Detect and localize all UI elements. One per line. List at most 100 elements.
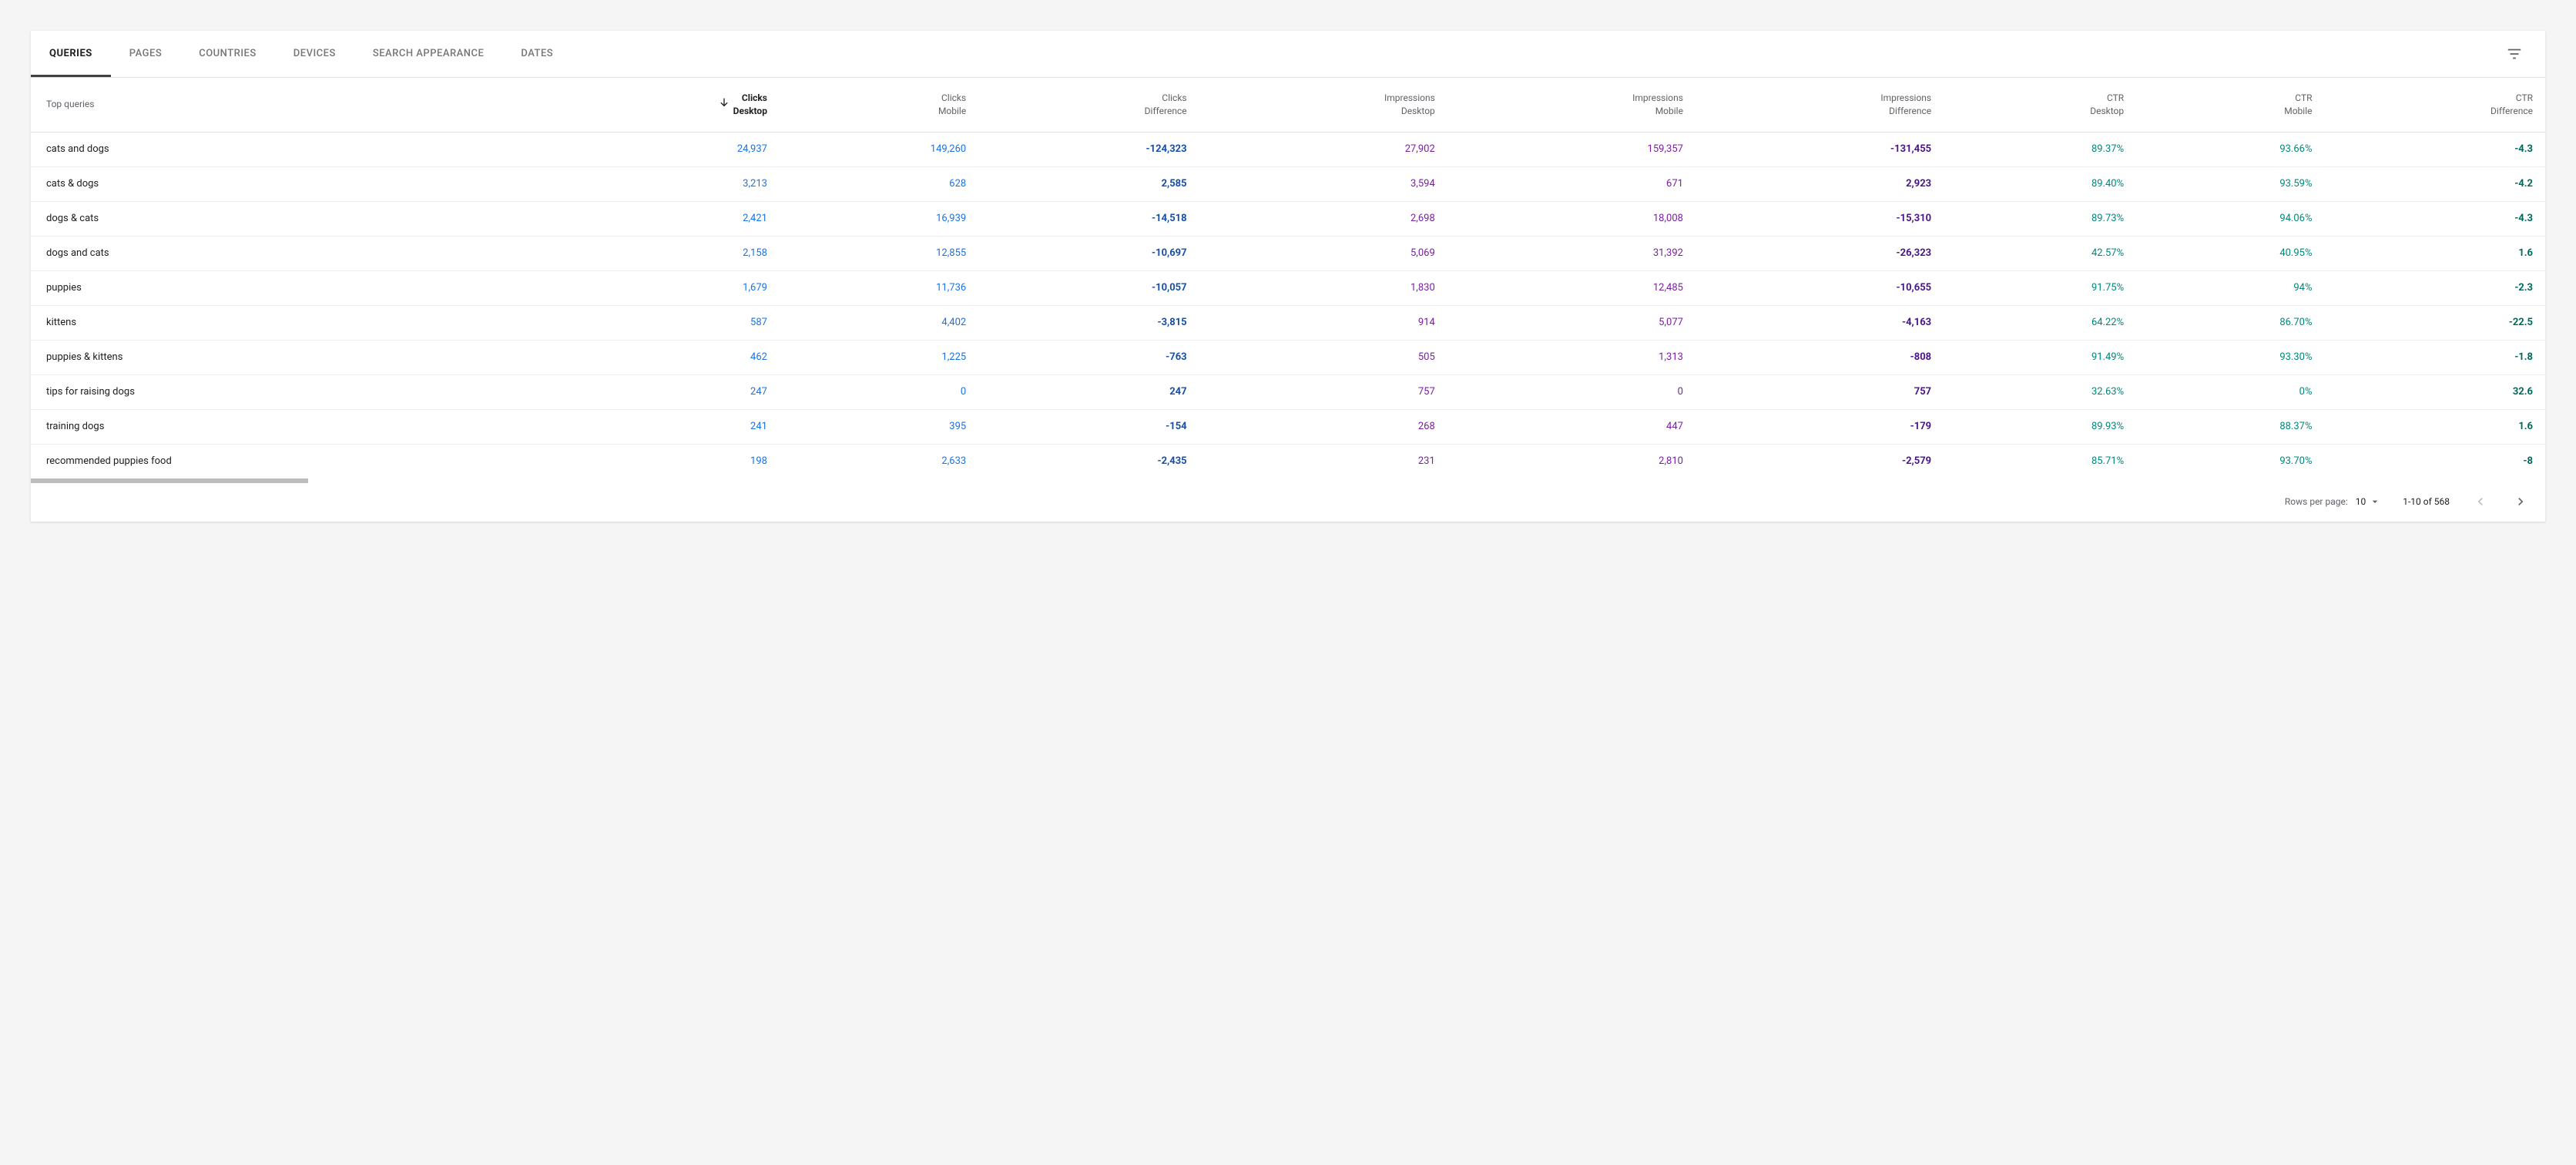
metric-cell: -4.3 bbox=[2325, 201, 2546, 236]
column-header-impressions-difference[interactable]: ImpressionsDifference bbox=[1696, 78, 1944, 132]
metric-cell: 2,923 bbox=[1696, 166, 1944, 201]
table-row[interactable]: training dogs241395-154268447-17989.93%8… bbox=[31, 409, 2545, 444]
prev-page-button[interactable] bbox=[2471, 492, 2490, 511]
tab-queries[interactable]: QUERIES bbox=[31, 31, 111, 77]
table-row[interactable]: dogs & cats2,42116,939-14,5182,69818,008… bbox=[31, 201, 2545, 236]
metric-cell: 40.95% bbox=[2136, 236, 2324, 270]
column-header-ctr-desktop[interactable]: CTRDesktop bbox=[1944, 78, 2136, 132]
filter-button[interactable] bbox=[2499, 39, 2530, 69]
rows-per-page-select[interactable]: 10 bbox=[2356, 495, 2382, 508]
metric-cell: 2,810 bbox=[1447, 444, 1696, 478]
query-cell[interactable]: cats & dogs bbox=[31, 166, 535, 201]
metric-cell: 1.6 bbox=[2325, 236, 2546, 270]
metric-cell: 93.59% bbox=[2136, 166, 2324, 201]
column-header-impressions-mobile[interactable]: ImpressionsMobile bbox=[1447, 78, 1696, 132]
tab-pages[interactable]: PAGES bbox=[111, 31, 180, 77]
metric-cell: 2,421 bbox=[535, 201, 780, 236]
table-row[interactable]: cats & dogs3,2136282,5853,5946712,92389.… bbox=[31, 166, 2545, 201]
pagination-nav bbox=[2471, 492, 2530, 511]
metric-cell: -4.3 bbox=[2325, 132, 2546, 166]
metric-cell: 12,855 bbox=[780, 236, 978, 270]
metric-cell: -4.2 bbox=[2325, 166, 2546, 201]
metric-cell: 31,392 bbox=[1447, 236, 1696, 270]
pagination-range: 1-10 of 568 bbox=[2403, 496, 2450, 507]
column-header-clicks-desktop[interactable]: ClicksDesktop bbox=[535, 78, 780, 132]
query-cell[interactable]: dogs and cats bbox=[31, 236, 535, 270]
metric-cell: 1,313 bbox=[1447, 340, 1696, 374]
query-cell[interactable]: puppies bbox=[31, 270, 535, 305]
next-page-button[interactable] bbox=[2511, 492, 2530, 511]
tab-devices[interactable]: DEVICES bbox=[275, 31, 354, 77]
metric-cell: 149,260 bbox=[780, 132, 978, 166]
metric-cell: -10,057 bbox=[978, 270, 1199, 305]
column-header-clicks-difference[interactable]: ClicksDifference bbox=[978, 78, 1199, 132]
metric-cell: 1,830 bbox=[1199, 270, 1447, 305]
metric-cell: 462 bbox=[535, 340, 780, 374]
metric-cell: 671 bbox=[1447, 166, 1696, 201]
metric-cell: 231 bbox=[1199, 444, 1447, 478]
filter-icon bbox=[2506, 45, 2523, 62]
metric-cell: -8 bbox=[2325, 444, 2546, 478]
metric-cell: 1.6 bbox=[2325, 409, 2546, 444]
query-cell[interactable]: cats and dogs bbox=[31, 132, 535, 166]
table-row[interactable]: cats and dogs24,937149,260-124,32327,902… bbox=[31, 132, 2545, 166]
metric-cell: 16,939 bbox=[780, 201, 978, 236]
metric-cell: 88.37% bbox=[2136, 409, 2324, 444]
query-cell[interactable]: dogs & cats bbox=[31, 201, 535, 236]
metric-cell: -2,579 bbox=[1696, 444, 1944, 478]
table-row[interactable]: kittens5874,402-3,8159145,077-4,16364.22… bbox=[31, 305, 2545, 340]
metric-cell: -3,815 bbox=[978, 305, 1199, 340]
table-row[interactable]: recommended puppies food1982,633-2,43523… bbox=[31, 444, 2545, 478]
table-row[interactable]: puppies & kittens4621,225-7635051,313-80… bbox=[31, 340, 2545, 374]
column-header-ctr-mobile[interactable]: CTRMobile bbox=[2136, 78, 2324, 132]
metric-cell: -124,323 bbox=[978, 132, 1199, 166]
metric-cell: 757 bbox=[1696, 374, 1944, 409]
tab-search-appearance[interactable]: SEARCH APPEARANCE bbox=[354, 31, 503, 77]
metric-cell: 89.73% bbox=[1944, 201, 2136, 236]
rows-per-page-label: Rows per page: bbox=[2285, 496, 2348, 507]
tab-dates[interactable]: DATES bbox=[502, 31, 572, 77]
table-row[interactable]: puppies1,67911,736-10,0571,83012,485-10,… bbox=[31, 270, 2545, 305]
table-row[interactable]: dogs and cats2,15812,855-10,6975,06931,3… bbox=[31, 236, 2545, 270]
metric-cell: 268 bbox=[1199, 409, 1447, 444]
metric-cell: 3,594 bbox=[1199, 166, 1447, 201]
metric-cell: 32.63% bbox=[1944, 374, 2136, 409]
query-cell[interactable]: puppies & kittens bbox=[31, 340, 535, 374]
table-row[interactable]: tips for raising dogs2470247757075732.63… bbox=[31, 374, 2545, 409]
column-header-ctr-difference[interactable]: CTRDifference bbox=[2325, 78, 2546, 132]
metric-cell: 2,698 bbox=[1199, 201, 1447, 236]
metric-cell: 94.06% bbox=[2136, 201, 2324, 236]
column-header-impressions-desktop[interactable]: ImpressionsDesktop bbox=[1199, 78, 1447, 132]
metric-cell: 5,077 bbox=[1447, 305, 1696, 340]
metric-cell: 395 bbox=[780, 409, 978, 444]
metric-cell: 447 bbox=[1447, 409, 1696, 444]
horizontal-scrollbar[interactable] bbox=[31, 478, 2545, 483]
performance-card: QUERIESPAGESCOUNTRIESDEVICESSEARCH APPEA… bbox=[31, 31, 2545, 522]
table-scroll[interactable]: Top queriesClicksDesktopClicksMobileClic… bbox=[31, 78, 2545, 478]
metric-cell: 198 bbox=[535, 444, 780, 478]
metric-cell: 11,736 bbox=[780, 270, 978, 305]
metric-cell: -15,310 bbox=[1696, 201, 1944, 236]
query-cell[interactable]: kittens bbox=[31, 305, 535, 340]
query-cell[interactable]: training dogs bbox=[31, 409, 535, 444]
metric-cell: -4,163 bbox=[1696, 305, 1944, 340]
column-header-clicks-mobile[interactable]: ClicksMobile bbox=[780, 78, 978, 132]
column-header-top-queries[interactable]: Top queries bbox=[31, 78, 535, 132]
metric-cell: 1,679 bbox=[535, 270, 780, 305]
metric-cell: 93.66% bbox=[2136, 132, 2324, 166]
metric-cell: -179 bbox=[1696, 409, 1944, 444]
metric-cell: 89.93% bbox=[1944, 409, 2136, 444]
metric-cell: 0 bbox=[780, 374, 978, 409]
query-cell[interactable]: recommended puppies food bbox=[31, 444, 535, 478]
tab-countries[interactable]: COUNTRIES bbox=[180, 31, 275, 77]
metric-cell: 757 bbox=[1199, 374, 1447, 409]
metric-cell: 18,008 bbox=[1447, 201, 1696, 236]
metric-cell: -1.8 bbox=[2325, 340, 2546, 374]
metric-cell: 628 bbox=[780, 166, 978, 201]
metric-cell: -154 bbox=[978, 409, 1199, 444]
queries-table: Top queriesClicksDesktopClicksMobileClic… bbox=[31, 78, 2545, 478]
metric-cell: 32.6 bbox=[2325, 374, 2546, 409]
tabs-row: QUERIESPAGESCOUNTRIESDEVICESSEARCH APPEA… bbox=[31, 31, 2545, 78]
metric-cell: -808 bbox=[1696, 340, 1944, 374]
query-cell[interactable]: tips for raising dogs bbox=[31, 374, 535, 409]
